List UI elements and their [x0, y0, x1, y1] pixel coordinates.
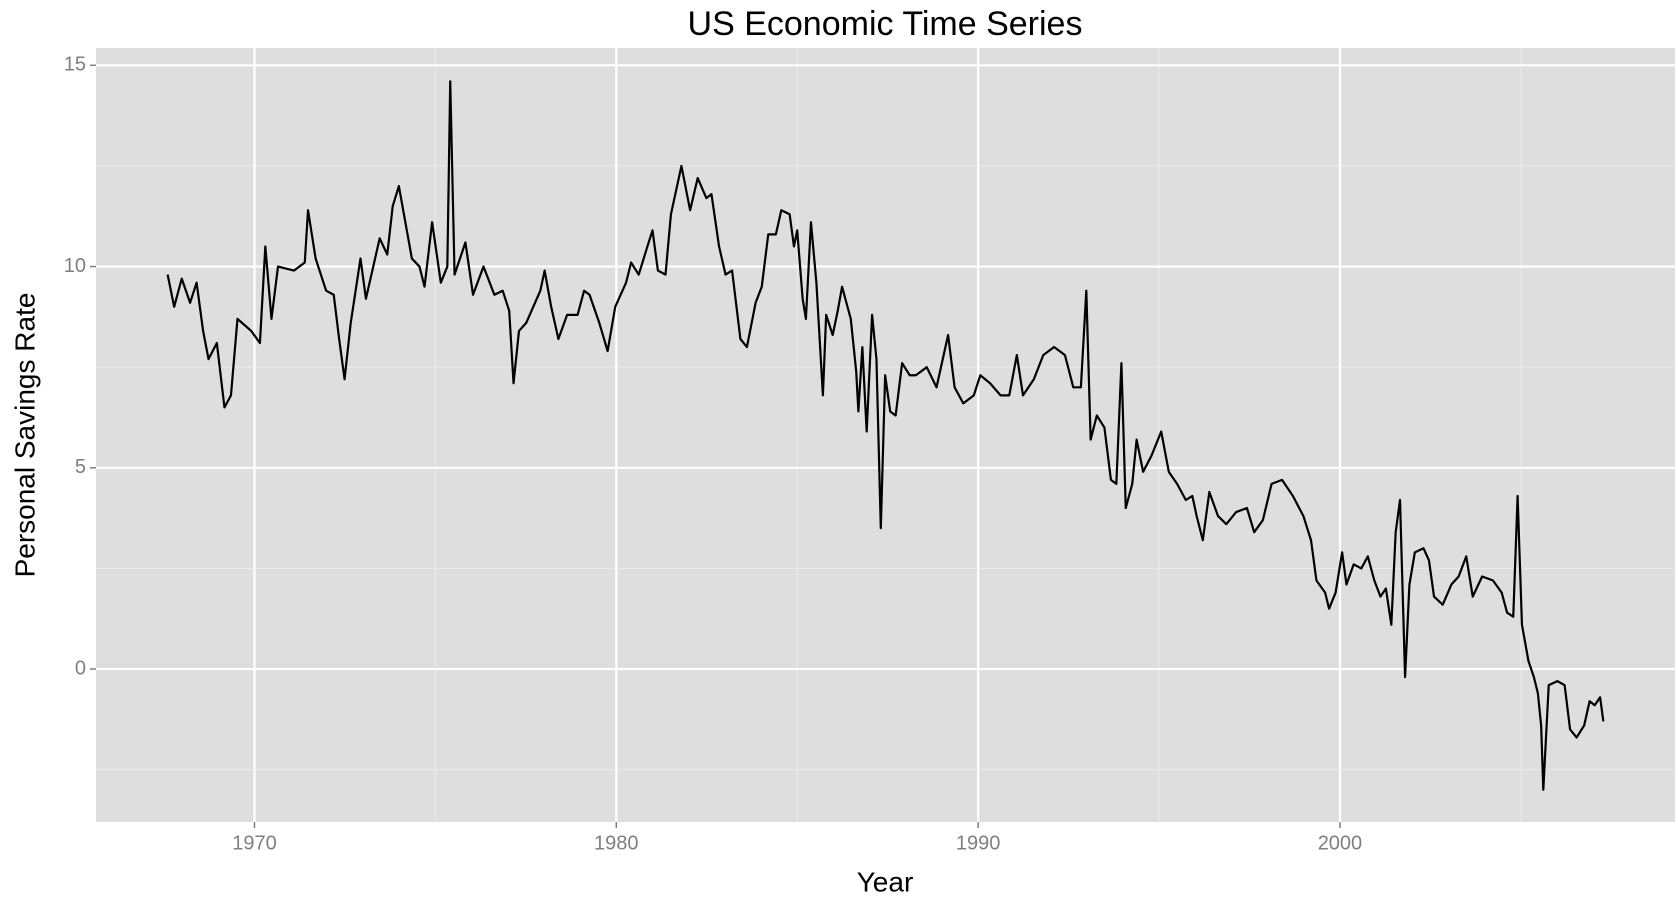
x-axis-label: Year: [857, 866, 914, 897]
x-tick-label: 2000: [1318, 832, 1363, 854]
y-tick-label: 10: [64, 255, 86, 277]
chart-title: US Economic Time Series: [688, 5, 1083, 43]
x-tick-label: 1970: [232, 832, 277, 854]
y-tick-label: 5: [75, 456, 86, 478]
y-tick-label: 0: [75, 657, 86, 679]
x-tick-label: 1990: [956, 832, 1001, 854]
y-axis-label: Personal Savings Rate: [9, 293, 40, 578]
x-tick-label: 1980: [594, 832, 639, 854]
plot-background: [96, 48, 1675, 822]
y-tick-label: 15: [64, 54, 86, 76]
data-line: [166, 80, 1605, 791]
